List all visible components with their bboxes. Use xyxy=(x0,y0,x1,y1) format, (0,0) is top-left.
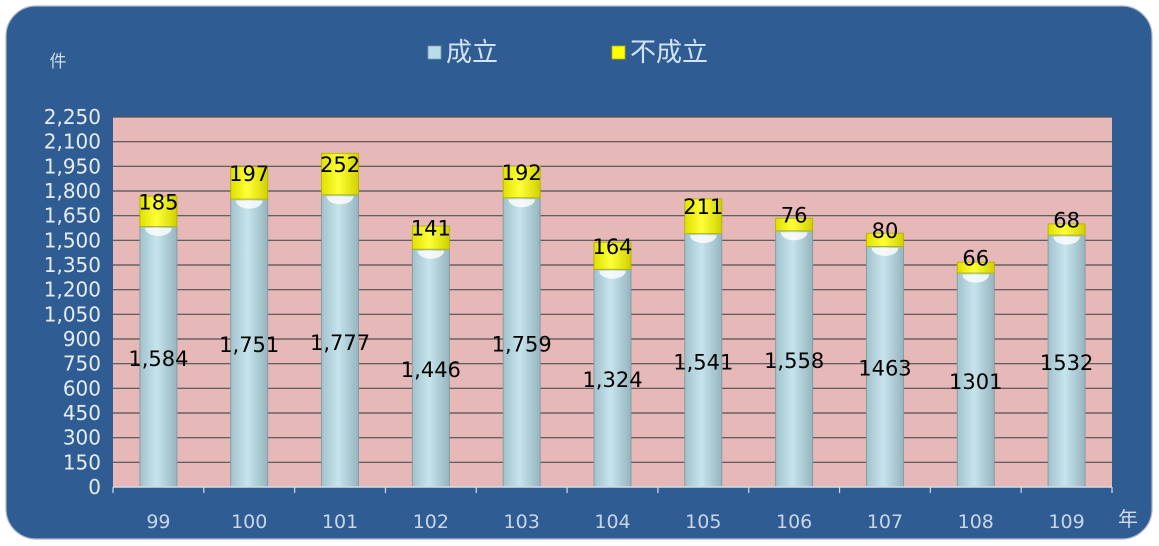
data-label-series2-102: 141 xyxy=(411,217,451,241)
x-tick-label: 101 xyxy=(322,511,358,533)
x-axis: 99 100 101 102 103 104 105 106 107 108 109 xyxy=(112,486,1113,533)
y-tick-label: 750 xyxy=(63,352,101,376)
bar-gloss-101 xyxy=(326,196,354,205)
bar-series1-107 xyxy=(866,245,904,488)
y-tick-label: 2,250 xyxy=(44,105,101,129)
data-label-series2-107: 80 xyxy=(872,219,899,243)
bars xyxy=(139,152,1086,488)
bar-gloss-106 xyxy=(780,232,808,241)
x-axis-label: 年 xyxy=(1118,507,1138,531)
data-label-series1-104: 1,324 xyxy=(582,368,642,392)
y-tick-label: 1,500 xyxy=(44,228,101,252)
data-label-series1-103: 1,759 xyxy=(492,332,552,356)
bar-gloss-102 xyxy=(417,250,445,259)
data-label-series1-108: 1301 xyxy=(949,370,1002,394)
data-label-series2-105: 211 xyxy=(683,195,723,219)
bar-series2-103 xyxy=(502,165,541,199)
data-label-series2-99: 185 xyxy=(138,190,178,214)
y-tick-label: 1,350 xyxy=(44,253,101,277)
bar-series1-101 xyxy=(321,194,359,488)
legend-swatch-series2 xyxy=(611,45,626,60)
data-label-series2-100: 197 xyxy=(229,162,269,186)
bar-series1-104 xyxy=(593,268,632,488)
x-tick-label: 103 xyxy=(504,511,540,533)
bar-series2-104 xyxy=(593,241,632,270)
legend-swatch-series1 xyxy=(427,45,442,60)
data-label-series1-106: 1,558 xyxy=(764,349,824,373)
y-tick-label: 1,800 xyxy=(44,179,101,203)
bar-gloss-103 xyxy=(508,199,536,208)
y-tick-label: 600 xyxy=(63,376,101,400)
bar-series2-106 xyxy=(775,217,814,232)
data-label-series1-99: 1,584 xyxy=(128,347,188,371)
x-tick-label: 102 xyxy=(413,511,449,533)
x-tick-label: 109 xyxy=(1048,511,1084,533)
bar-gloss-105 xyxy=(689,235,717,244)
bar-gloss-108 xyxy=(962,274,990,283)
data-label-series1-109: 1532 xyxy=(1040,351,1093,375)
y-tick-label: 1,650 xyxy=(44,204,101,228)
bar-gloss-107 xyxy=(871,247,899,256)
y-tick-label: 150 xyxy=(63,450,101,474)
y-tick-label: 450 xyxy=(63,401,101,425)
bar-series2-101 xyxy=(321,152,359,196)
x-tick-label: 100 xyxy=(231,511,267,533)
x-tick-label: 107 xyxy=(867,511,903,533)
legend-label-series2: 不成立 xyxy=(630,38,708,68)
bar-gloss-109 xyxy=(1053,236,1080,245)
data-label-series1-105: 1,541 xyxy=(673,350,733,374)
y-tick-label: 1,200 xyxy=(44,278,101,302)
legend: 成立 不成立 xyxy=(427,38,708,68)
y-tick-label: 900 xyxy=(63,327,101,351)
bar-gloss-104 xyxy=(599,270,626,279)
bar-series1-100 xyxy=(230,198,269,488)
data-label-series1-107: 1463 xyxy=(858,357,911,381)
x-tick-label: 108 xyxy=(958,511,994,533)
data-label-series2-104: 164 xyxy=(592,235,632,259)
y-tick-label: 2,100 xyxy=(44,130,101,154)
data-label-series1-101: 1,777 xyxy=(310,331,370,355)
data-label-series1-100: 1,751 xyxy=(219,333,279,357)
data-labels: 1,584 185 1,751 197 1,777 252 1,446 141 1,759 192… xyxy=(128,153,1093,394)
bar-series2-105 xyxy=(684,198,723,235)
bar-series2-99 xyxy=(139,195,178,227)
data-label-series2-109: 68 xyxy=(1053,208,1080,232)
bar-gloss-100 xyxy=(235,200,263,209)
bar-series2-109 xyxy=(1047,223,1086,236)
y-axis-tick-labels: 01503004506007509001,0501,2001,3501,5001… xyxy=(44,105,101,499)
x-tick-label: 105 xyxy=(685,511,721,533)
data-label-series2-101: 252 xyxy=(320,153,360,177)
x-tick-label: 99 xyxy=(146,511,170,533)
bar-series2-108 xyxy=(956,261,995,274)
legend-label-series1: 成立 xyxy=(446,38,498,68)
bar-gloss-99 xyxy=(145,228,172,237)
y-axis-label: 件 xyxy=(50,52,67,72)
data-label-series2-108: 66 xyxy=(962,247,989,271)
x-tick-label: 106 xyxy=(776,511,812,533)
y-tick-label: 300 xyxy=(63,426,101,450)
y-tick-label: 1,950 xyxy=(44,154,101,178)
data-label-series2-103: 192 xyxy=(502,161,542,185)
bar-series2-102 xyxy=(411,225,450,250)
y-tick-label: 0 xyxy=(88,475,101,499)
y-tick-label: 1,050 xyxy=(44,302,101,326)
x-tick-label: 104 xyxy=(594,511,630,533)
data-label-series1-102: 1,446 xyxy=(401,358,461,382)
bar-series2-107 xyxy=(866,232,904,247)
data-label-series2-106: 76 xyxy=(781,204,808,228)
bar-series1-99 xyxy=(139,226,178,488)
bar-series2-100 xyxy=(230,166,269,200)
